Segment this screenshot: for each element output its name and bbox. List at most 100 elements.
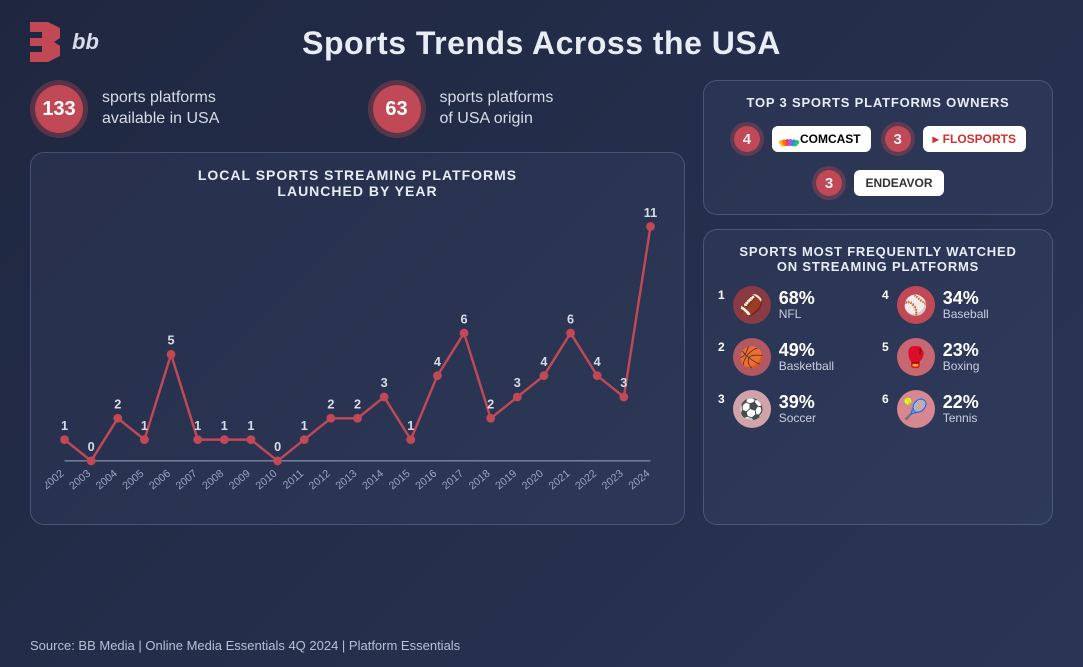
owner-name-text: ENDEAVOR — [865, 176, 932, 190]
owner-count-badge: 3 — [812, 166, 846, 200]
sports-title: SPORTS MOST FREQUENTLY WATCHED ON STREAM… — [718, 244, 1038, 274]
sport-item: 4 ⚾ 34% Baseball — [882, 286, 1038, 324]
sport-item: 2 🏀 49% Basketball — [718, 338, 874, 376]
launches-chart-card: LOCAL SPORTS STREAMING PLATFORMS LAUNCHE… — [30, 152, 685, 525]
owner-logo: COMCAST — [772, 126, 871, 152]
sport-percent: 68% — [779, 289, 815, 307]
sport-icon: ⚾ — [897, 286, 935, 324]
svg-text:2011: 2011 — [281, 468, 306, 492]
sport-rank: 4 — [882, 288, 889, 302]
sport-rank: 1 — [718, 288, 725, 302]
sport-icon: 🎾 — [897, 390, 935, 428]
source-attribution: Source: BB Media | Online Media Essentia… — [30, 638, 460, 653]
sport-percent: 22% — [943, 393, 979, 411]
svg-text:2017: 2017 — [440, 468, 466, 493]
chart-title: LOCAL SPORTS STREAMING PLATFORMS LAUNCHE… — [45, 167, 670, 199]
svg-text:2: 2 — [114, 398, 121, 412]
svg-text:2006: 2006 — [147, 468, 173, 493]
svg-text:2: 2 — [354, 398, 361, 412]
svg-text:1: 1 — [221, 419, 228, 433]
sport-item: 3 ⚽ 39% Soccer — [718, 390, 874, 428]
sport-name: NFL — [779, 307, 815, 321]
sport-icon: 🏈 — [733, 286, 771, 324]
sport-name: Soccer — [779, 411, 816, 425]
sport-rank: 6 — [882, 392, 889, 406]
stat-origin: 63 sports platforms of USA origin — [368, 80, 686, 138]
svg-text:2007: 2007 — [174, 468, 200, 493]
logo-text: bb — [72, 29, 99, 55]
svg-text:4: 4 — [594, 355, 601, 369]
sport-icon: 🏀 — [733, 338, 771, 376]
stat-value-badge: 133 — [30, 80, 88, 138]
svg-text:2021: 2021 — [546, 468, 572, 493]
svg-text:1: 1 — [141, 419, 148, 433]
svg-text:2014: 2014 — [360, 468, 386, 493]
svg-text:2003: 2003 — [67, 468, 93, 493]
owner-name-text: FLOSPORTS — [943, 132, 1016, 146]
sport-percent: 39% — [779, 393, 816, 411]
svg-text:1: 1 — [407, 419, 414, 433]
stat-value-badge: 63 — [368, 80, 426, 138]
svg-text:2022: 2022 — [573, 468, 599, 493]
sport-name: Boxing — [943, 359, 980, 373]
sport-rank: 5 — [882, 340, 889, 354]
sport-percent: 23% — [943, 341, 980, 359]
svg-text:1: 1 — [247, 419, 254, 433]
sport-percent: 49% — [779, 341, 834, 359]
svg-text:2005: 2005 — [120, 468, 146, 493]
svg-text:2023: 2023 — [600, 468, 626, 493]
line-chart: 1200202003220041200552006120071200812009… — [45, 207, 670, 510]
svg-text:1: 1 — [194, 419, 201, 433]
svg-text:1: 1 — [301, 419, 308, 433]
svg-text:2010: 2010 — [254, 468, 280, 493]
svg-text:2: 2 — [487, 398, 494, 412]
sport-item: 6 🎾 22% Tennis — [882, 390, 1038, 428]
svg-text:2024: 2024 — [626, 468, 652, 493]
owner-logo: ▸FLOSPORTS — [923, 126, 1026, 152]
svg-text:2: 2 — [327, 398, 334, 412]
page-title: Sports Trends Across the USA — [30, 25, 1053, 62]
owner-count-badge: 3 — [881, 122, 915, 156]
svg-text:4: 4 — [540, 355, 547, 369]
sport-rank: 2 — [718, 340, 725, 354]
svg-text:3: 3 — [381, 376, 388, 390]
svg-text:2015: 2015 — [387, 468, 413, 493]
svg-text:2020: 2020 — [520, 468, 546, 493]
owner-item: 3 ENDEAVOR — [812, 166, 944, 200]
sport-percent: 34% — [943, 289, 989, 307]
owner-item: 3 ▸FLOSPORTS — [881, 122, 1026, 156]
sport-item: 1 🏈 68% NFL — [718, 286, 874, 324]
svg-text:11: 11 — [644, 207, 657, 220]
sport-icon: ⚽ — [733, 390, 771, 428]
svg-text:6: 6 — [567, 312, 574, 326]
svg-text:6: 6 — [461, 312, 468, 326]
owners-title: TOP 3 SPORTS PLATFORMS OWNERS — [718, 95, 1038, 110]
owner-logo: ENDEAVOR — [854, 170, 944, 196]
svg-text:2012: 2012 — [307, 468, 333, 493]
svg-text:3: 3 — [514, 376, 521, 390]
owner-count-badge: 4 — [730, 122, 764, 156]
sport-name: Baseball — [943, 307, 989, 321]
stat-available: 133 sports platforms available in USA — [30, 80, 348, 138]
svg-text:2008: 2008 — [200, 468, 226, 493]
peacock-icon — [782, 132, 796, 146]
sport-rank: 3 — [718, 392, 725, 406]
svg-text:2002: 2002 — [45, 468, 66, 493]
svg-text:2019: 2019 — [493, 468, 519, 493]
svg-text:1: 1 — [61, 419, 68, 433]
top-owners-card: TOP 3 SPORTS PLATFORMS OWNERS 4 COMCAST … — [703, 80, 1053, 215]
key-stats-row: 133 sports platforms available in USA 63… — [30, 80, 685, 138]
svg-text:2018: 2018 — [467, 468, 493, 493]
svg-text:4: 4 — [434, 355, 441, 369]
owner-name-text: COMCAST — [800, 132, 861, 146]
owner-item: 4 COMCAST — [730, 122, 871, 156]
sport-name: Basketball — [779, 359, 834, 373]
brand-logo: bb — [30, 22, 99, 62]
svg-text:2013: 2013 — [333, 468, 359, 493]
svg-text:0: 0 — [274, 440, 281, 454]
top-sports-card: SPORTS MOST FREQUENTLY WATCHED ON STREAM… — [703, 229, 1053, 525]
logo-mark-icon — [30, 22, 60, 62]
svg-text:5: 5 — [168, 334, 175, 348]
sport-item: 5 🥊 23% Boxing — [882, 338, 1038, 376]
svg-text:2004: 2004 — [94, 468, 120, 493]
